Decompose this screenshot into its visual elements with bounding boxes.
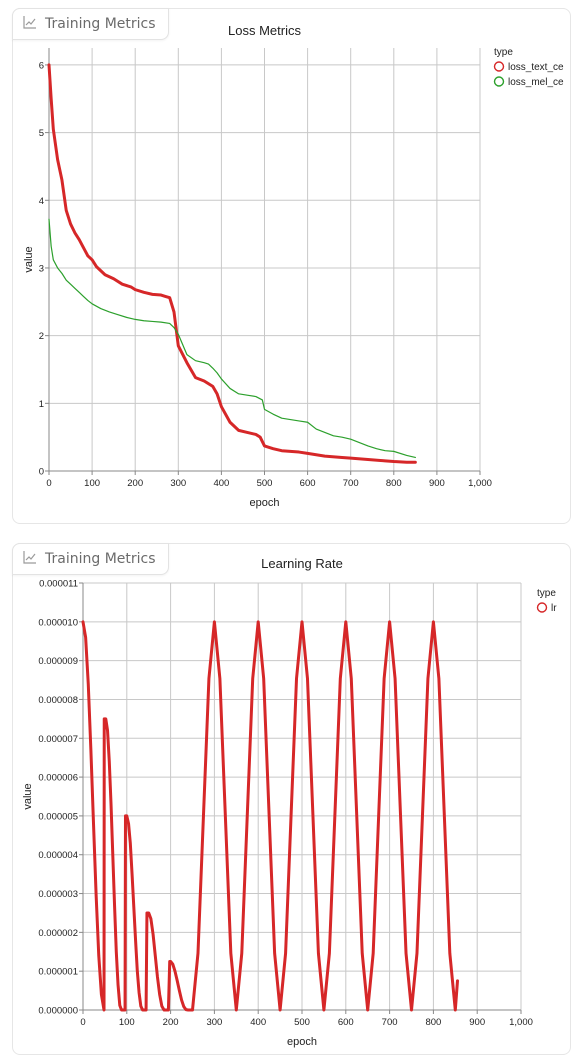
y-tick-label: 0.000000 xyxy=(38,1006,78,1017)
x-tick-label: 200 xyxy=(127,478,143,489)
x-tick-label: 0 xyxy=(80,1017,85,1028)
x-tick-label: 200 xyxy=(163,1017,179,1028)
x-tick-label: 1,000 xyxy=(509,1017,533,1028)
y-axis-label: value xyxy=(23,246,35,272)
x-tick-label: 600 xyxy=(338,1017,354,1028)
x-tick-label: 400 xyxy=(250,1017,266,1028)
legend-marker-loss_text_ce xyxy=(493,61,505,72)
chart-line-icon xyxy=(23,550,37,569)
x-tick-label: 800 xyxy=(425,1017,441,1028)
tab-label: Training Metrics xyxy=(45,551,156,567)
y-tick-label: 1 xyxy=(39,399,44,410)
x-tick-label: 800 xyxy=(386,478,402,489)
y-tick-label: 0.000003 xyxy=(38,889,78,900)
loss-metrics-panel: Training Metrics xyxy=(12,8,571,524)
x-axis-label: epoch xyxy=(287,1036,317,1048)
x-tick-label: 900 xyxy=(469,1017,485,1028)
y-axis-label: value xyxy=(22,783,34,809)
training-metrics-tab[interactable]: Training Metrics xyxy=(12,543,169,575)
y-tick-label: 0.000002 xyxy=(38,928,78,939)
y-tick-label: 0.000004 xyxy=(38,850,78,861)
tab-label: Training Metrics xyxy=(45,16,156,32)
series-line-lr xyxy=(81,620,459,1012)
chart-line-icon xyxy=(23,15,37,34)
y-tick-label: 0 xyxy=(39,467,44,478)
y-tick-label: 6 xyxy=(39,60,44,71)
legend-label-loss_mel_ce: loss_mel_ce xyxy=(508,77,564,88)
y-tick-label: 0.000011 xyxy=(39,579,78,590)
x-tick-label: 700 xyxy=(343,478,359,489)
x-tick-label: 0 xyxy=(46,478,51,489)
x-tick-label: 500 xyxy=(294,1017,310,1028)
series-line-loss_text_ce xyxy=(47,63,417,464)
training-metrics-tab[interactable]: Training Metrics xyxy=(12,8,169,40)
legend-marker-lr xyxy=(536,602,548,613)
y-tick-label: 0.000007 xyxy=(38,734,78,745)
y-tick-label: 4 xyxy=(39,196,44,207)
y-tick-label: 0.000010 xyxy=(38,617,78,628)
y-tick-label: 0.000001 xyxy=(38,967,78,978)
legend-title: type xyxy=(494,47,513,58)
x-tick-label: 100 xyxy=(119,1017,135,1028)
series-line-loss_mel_ce xyxy=(48,218,416,459)
x-tick-label: 300 xyxy=(170,478,186,489)
x-tick-label: 500 xyxy=(257,478,273,489)
y-tick-label: 0.000005 xyxy=(38,811,78,822)
legend-marker-loss_mel_ce xyxy=(493,76,505,87)
chart-title: Learning Rate xyxy=(261,556,343,571)
x-tick-label: 700 xyxy=(382,1017,398,1028)
x-tick-label: 100 xyxy=(84,478,100,489)
y-tick-label: 0.000008 xyxy=(38,695,78,706)
x-tick-label: 400 xyxy=(213,478,229,489)
legend-label-loss_text_ce: loss_text_ce xyxy=(508,62,564,73)
x-tick-label: 900 xyxy=(429,478,445,489)
y-tick-label: 0.000009 xyxy=(38,656,78,667)
legend-title: type xyxy=(537,588,556,599)
x-tick-label: 300 xyxy=(206,1017,222,1028)
x-axis-label: epoch xyxy=(250,497,280,509)
y-tick-label: 0.000006 xyxy=(38,773,78,784)
y-tick-label: 5 xyxy=(39,128,44,139)
y-tick-label: 3 xyxy=(39,263,44,274)
chart-title: Loss Metrics xyxy=(228,23,301,38)
x-tick-label: 1,000 xyxy=(468,478,492,489)
y-tick-label: 2 xyxy=(39,331,44,342)
x-tick-label: 600 xyxy=(300,478,316,489)
legend-label-lr: lr xyxy=(551,603,557,614)
